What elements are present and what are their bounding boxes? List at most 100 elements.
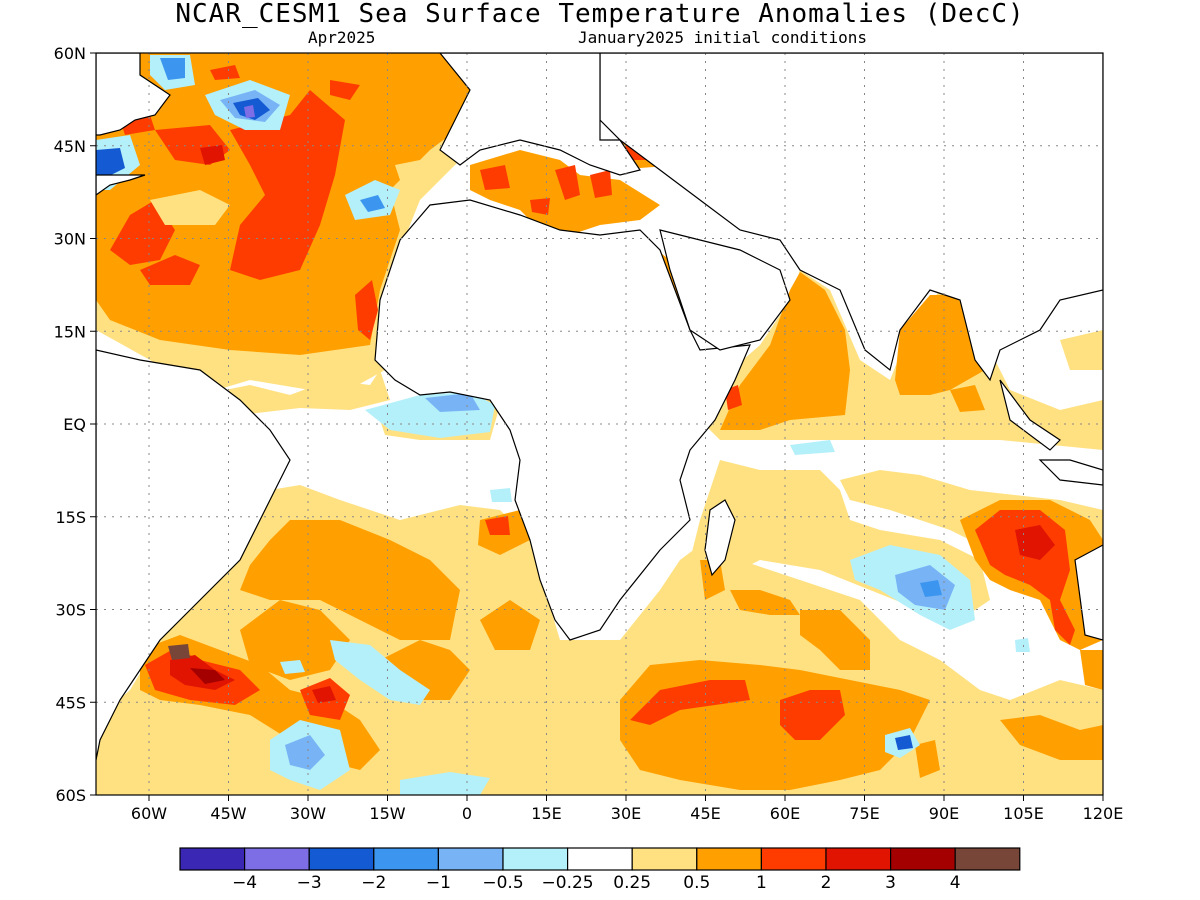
latitude-labels: 60N 45N 30N 15N EQ 15S 30S 45S 60S <box>54 44 96 805</box>
landmass-south-america <box>96 349 291 761</box>
anomaly-region <box>895 295 985 395</box>
longitude-label: 30E <box>611 804 641 823</box>
anomaly-region <box>790 440 835 455</box>
anomaly-region <box>210 65 240 80</box>
anomaly-region <box>590 170 612 198</box>
anomaly-region <box>1060 330 1103 370</box>
landmass-north-america <box>96 174 146 196</box>
legend-label: 3 <box>885 873 896 893</box>
anomaly-region <box>96 148 125 178</box>
anomaly-region <box>150 190 230 225</box>
anomaly-region <box>160 58 185 80</box>
anomaly-field <box>96 53 1103 795</box>
anomaly-region <box>200 370 390 415</box>
legend-swatch <box>696 847 762 871</box>
anomaly-region <box>920 580 942 597</box>
longitude-label: 105E <box>1003 804 1044 823</box>
legend-swatch <box>244 847 310 871</box>
anomaly-region <box>895 735 913 750</box>
anomaly-region <box>240 600 350 680</box>
legend-label: −3 <box>297 873 322 893</box>
latitude-label: EQ <box>63 415 86 434</box>
legend-swatch <box>566 847 633 871</box>
landmass-asia <box>659 229 791 351</box>
anomaly-region <box>490 488 512 502</box>
forecast-month: Apr2025 <box>308 28 376 47</box>
longitude-label: 15W <box>369 804 405 823</box>
legend-swatch <box>631 847 698 871</box>
anomaly-region <box>950 385 985 412</box>
anomaly-region <box>230 90 345 280</box>
anomaly-region <box>355 280 378 340</box>
longitude-label: 0 <box>462 804 472 823</box>
anomaly-region <box>168 644 190 660</box>
anomaly-region <box>1080 650 1103 690</box>
anomaly-region <box>330 640 430 705</box>
anomaly-region <box>555 165 580 200</box>
anomaly-region <box>360 195 385 212</box>
legend-label: 4 <box>950 873 961 893</box>
landmass-asia <box>599 53 1103 382</box>
legend-label: −0.5 <box>482 873 523 893</box>
anomaly-region <box>330 80 360 100</box>
legend-label: −4 <box>232 873 257 893</box>
longitude-label: 90E <box>929 804 959 823</box>
legend-swatch <box>825 847 892 871</box>
legend-swatch <box>308 847 375 871</box>
color-legend: −4 −3 −2 −1 −0.5 −0.25 0.25 0.5 1 2 3 4 <box>179 847 1021 893</box>
landmass-africa <box>374 199 751 641</box>
longitude-label: 60E <box>770 804 800 823</box>
longitude-label: 30W <box>290 804 326 823</box>
longitude-label: 120E <box>1083 804 1124 823</box>
anomaly-region <box>425 393 480 412</box>
anomaly-region <box>700 560 725 600</box>
anomaly-region <box>110 200 175 265</box>
anomaly-region <box>1015 525 1055 560</box>
anomaly-region <box>244 105 255 118</box>
legend-label: −1 <box>426 873 451 893</box>
legend-label: 0.5 <box>683 873 710 893</box>
anomaly-region <box>730 590 800 615</box>
longitude-label: 45E <box>690 804 720 823</box>
latitude-label: 30N <box>54 230 86 249</box>
anomaly-region <box>200 145 225 165</box>
legend-swatch <box>889 847 956 871</box>
anomaly-region <box>1015 638 1030 652</box>
longitude-label: 75E <box>849 804 879 823</box>
anomaly-region <box>915 740 940 778</box>
latitude-label: 45N <box>54 137 86 156</box>
legend-swatch <box>502 847 569 871</box>
longitude-label: 60W <box>131 804 167 823</box>
legend-label: −2 <box>361 873 386 893</box>
anomaly-region <box>240 520 460 640</box>
latitude-label: 60S <box>55 786 86 805</box>
anomaly-region <box>312 686 336 703</box>
latitude-label: 15S <box>55 508 86 527</box>
longitude-label: 15E <box>531 804 561 823</box>
legend-swatch <box>179 847 246 871</box>
legend-label: 2 <box>821 873 832 893</box>
anomaly-region <box>395 160 425 180</box>
latitude-label: 30S <box>55 601 86 620</box>
latitude-label: 15N <box>54 322 86 341</box>
anomaly-region <box>140 255 200 285</box>
anomaly-region <box>530 198 550 215</box>
anomaly-region <box>285 735 325 770</box>
anomaly-region <box>780 690 845 740</box>
coastlines <box>96 53 1103 761</box>
anomaly-region <box>190 668 225 684</box>
landmass-europe <box>439 53 641 176</box>
anomaly-region <box>800 610 870 670</box>
anomaly-region <box>480 165 510 190</box>
anomaly-region <box>1000 715 1103 760</box>
latitude-label: 60N <box>54 44 86 63</box>
legend-label: 0.25 <box>613 873 651 893</box>
map-title: NCAR_CESM1 Sea Surface Temperature Anoma… <box>175 0 1025 29</box>
anomaly-region <box>485 516 510 535</box>
legend-label: −0.25 <box>542 873 594 893</box>
longitude-label: 45W <box>210 804 246 823</box>
legend-label: 1 <box>756 873 767 893</box>
legend-swatch <box>373 847 439 871</box>
latitude-label: 45S <box>55 693 86 712</box>
